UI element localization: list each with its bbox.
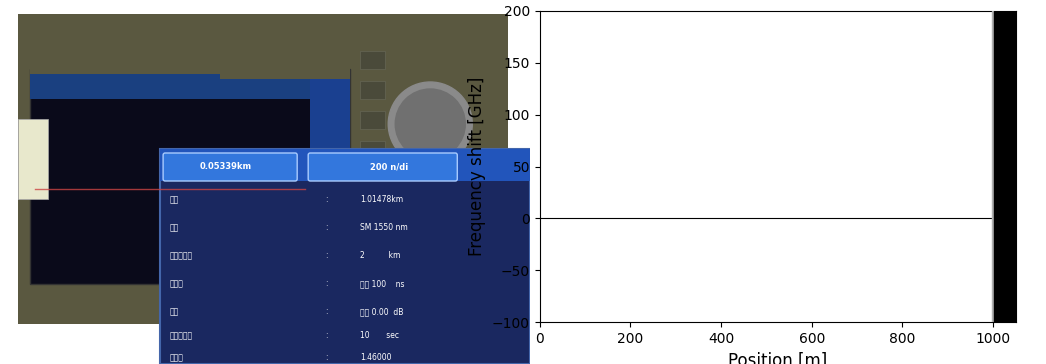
Text: 자동 100    ns: 자동 100 ns <box>360 279 405 288</box>
Text: 1.46000: 1.46000 <box>360 353 391 362</box>
Text: 거리레인지: 거리레인지 <box>170 251 194 260</box>
FancyBboxPatch shape <box>163 153 297 181</box>
Circle shape <box>395 89 465 159</box>
Text: 200 n/di: 200 n/di <box>370 162 409 171</box>
Bar <box>160 149 530 364</box>
Text: :: : <box>325 251 327 260</box>
Bar <box>994 11 1016 322</box>
Text: 펄스폭: 펄스폭 <box>170 279 184 288</box>
Bar <box>30 69 350 99</box>
Bar <box>30 69 350 284</box>
FancyBboxPatch shape <box>309 153 457 181</box>
Text: 자동 0.00  dB: 자동 0.00 dB <box>360 307 404 316</box>
X-axis label: Position [m]: Position [m] <box>728 351 827 364</box>
Text: 10       sec: 10 sec <box>360 331 400 340</box>
Bar <box>360 81 385 99</box>
Text: 굴절률: 굴절률 <box>170 353 184 362</box>
Text: 1.01478km: 1.01478km <box>360 195 404 204</box>
Text: 0.05339km: 0.05339km <box>200 162 252 171</box>
Bar <box>311 69 350 284</box>
Text: 감쇠: 감쇠 <box>170 307 179 316</box>
Text: :: : <box>325 353 327 362</box>
Text: :: : <box>325 195 327 204</box>
Bar <box>360 111 385 129</box>
Bar <box>18 14 508 324</box>
Text: SM 1550 nm: SM 1550 nm <box>360 223 408 232</box>
Text: 커서: 커서 <box>170 195 179 204</box>
Text: :: : <box>325 223 327 232</box>
Circle shape <box>388 82 473 166</box>
Bar <box>360 141 385 159</box>
Bar <box>992 11 994 322</box>
Text: 평균화시간: 평균화시간 <box>170 331 194 340</box>
Text: 2          km: 2 km <box>360 251 401 260</box>
Text: :: : <box>325 307 327 316</box>
Y-axis label: Frequency shift [GHz]: Frequency shift [GHz] <box>469 77 486 256</box>
Text: 파장: 파장 <box>170 223 179 232</box>
Text: :: : <box>325 331 327 340</box>
Bar <box>18 119 48 199</box>
Bar <box>30 59 220 74</box>
Bar <box>220 59 350 79</box>
Text: :: : <box>325 279 327 288</box>
Bar <box>160 149 530 181</box>
Bar <box>390 169 450 194</box>
Bar <box>360 51 385 69</box>
